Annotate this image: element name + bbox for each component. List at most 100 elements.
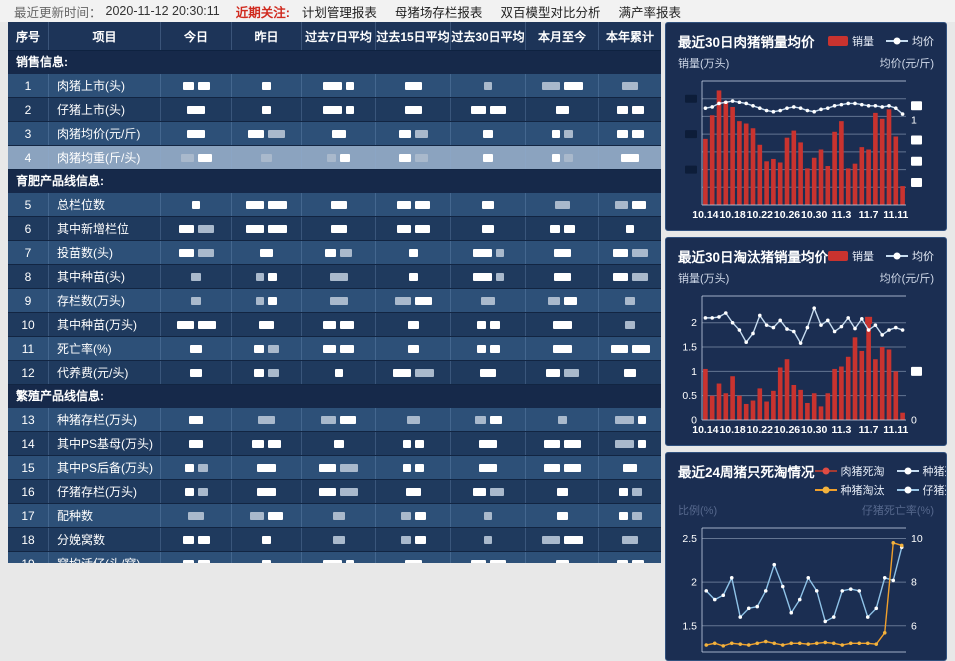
redacted-value bbox=[197, 81, 210, 90]
line-legend-icon bbox=[886, 252, 909, 260]
data-cell bbox=[450, 217, 525, 240]
data-cell bbox=[525, 98, 598, 121]
table-row[interactable]: 11 死亡率(%) bbox=[8, 337, 661, 361]
table-row[interactable]: 6 其中新增栏位 bbox=[8, 217, 661, 241]
redacted-value bbox=[563, 296, 577, 305]
redacted-value bbox=[563, 535, 583, 544]
redacted-value bbox=[330, 200, 347, 209]
data-cell bbox=[525, 265, 598, 288]
data-cell bbox=[375, 217, 450, 240]
data-cell bbox=[160, 241, 231, 264]
data-cell bbox=[375, 528, 450, 551]
data-cell bbox=[450, 98, 525, 121]
dot-icon bbox=[893, 37, 901, 45]
redacted-value bbox=[479, 439, 497, 448]
data-cell bbox=[375, 74, 450, 97]
table-row[interactable]: 3 肉猪均价(元/斤) bbox=[8, 122, 661, 146]
table-row[interactable]: 14 其中PS基母(万头) bbox=[8, 432, 661, 456]
redacted-value bbox=[414, 463, 424, 472]
table-row[interactable]: 8 其中种苗(头) bbox=[8, 265, 661, 289]
svg-text:6: 6 bbox=[911, 620, 917, 632]
report-link-3[interactable]: 双百模型对比分析 bbox=[500, 5, 601, 20]
redacted-value bbox=[554, 200, 570, 209]
table-row[interactable]: 12 代养费(元/头) bbox=[8, 361, 661, 385]
report-link-1[interactable]: 计划管理报表 bbox=[301, 5, 377, 20]
row-number: 2 bbox=[24, 102, 32, 117]
table-row[interactable]: 16 仔猪存栏(万头) bbox=[8, 480, 661, 504]
chart-title: 最近30日肉猪销量均价 bbox=[678, 35, 815, 50]
data-cell bbox=[598, 217, 661, 240]
row-label: 窝均活仔(头/窝) bbox=[48, 552, 160, 563]
redacted-value bbox=[334, 368, 343, 377]
legend-item-种猪淘汰[interactable]: 种猪淘汰 bbox=[814, 482, 885, 498]
pig-sales-price-chart[interactable]: 1 10.14 10.18 10.22 10.26 10.30 11.3 11.7 11.11 bbox=[678, 73, 934, 223]
data-cell bbox=[598, 408, 661, 431]
redacted-value bbox=[483, 129, 493, 138]
redacted-value bbox=[268, 511, 283, 520]
redacted-value bbox=[402, 463, 411, 472]
redacted-value bbox=[246, 224, 264, 233]
svg-text:0: 0 bbox=[911, 415, 917, 427]
legend-item-均价[interactable]: 均价 bbox=[886, 33, 934, 49]
row-label: 投苗数(头) bbox=[48, 241, 160, 264]
line-legend-icon bbox=[896, 467, 919, 475]
legend-item-肉猪死淘[interactable]: 肉猪死淘 bbox=[814, 463, 885, 479]
data-cell bbox=[160, 122, 231, 145]
redacted-value bbox=[563, 439, 581, 448]
table-row[interactable]: 5 总栏位数 bbox=[8, 193, 661, 217]
table-row[interactable]: 7 投苗数(头) bbox=[8, 241, 661, 265]
redacted-value bbox=[476, 320, 486, 329]
table-row[interactable]: 10 其中种苗(万头) bbox=[8, 313, 661, 337]
redacted-value bbox=[268, 368, 279, 377]
legend-item-种猪死亡[interactable]: 种猪死亡 bbox=[896, 463, 946, 479]
redacted-value bbox=[340, 248, 352, 257]
dot-icon bbox=[822, 486, 830, 494]
data-cell bbox=[231, 480, 301, 503]
redacted-value bbox=[414, 439, 424, 448]
table-row[interactable]: 1 肉猪上市(头) bbox=[8, 74, 661, 98]
svg-text:10.14: 10.14 bbox=[692, 209, 718, 221]
report-link-4[interactable]: 满产率报表 bbox=[618, 5, 681, 20]
table-row[interactable]: 19窝均活仔(头/窝) bbox=[8, 552, 661, 563]
svg-text:10.30: 10.30 bbox=[801, 424, 827, 436]
redacted-value bbox=[323, 320, 336, 329]
data-cell bbox=[598, 337, 661, 360]
legend-item-销量[interactable]: 销量 bbox=[828, 248, 874, 264]
legend-item-仔猪死亡[interactable]: 仔猪死亡 bbox=[896, 482, 946, 498]
data-cell bbox=[301, 528, 375, 551]
death-cull-trend-chart[interactable]: 1.5 2 2.5 6 8 10 bbox=[678, 520, 934, 661]
data-cell bbox=[301, 217, 375, 240]
table-row[interactable]: 9 存栏数(万头) bbox=[8, 289, 661, 313]
data-cell bbox=[598, 74, 661, 97]
legend-item-均价[interactable]: 均价 bbox=[886, 248, 934, 264]
redacted-value bbox=[553, 272, 571, 281]
redacted-value bbox=[549, 224, 560, 233]
redacted-value bbox=[323, 344, 336, 353]
redacted-value bbox=[483, 153, 493, 162]
svg-text:2: 2 bbox=[691, 317, 697, 329]
redacted-value bbox=[178, 224, 194, 233]
main-area: 序号 项目 今日 昨日 过去7日平均 过去15日平均 过去30日平均 本月至今 本年累计 销售信… bbox=[8, 22, 947, 661]
redacted-value bbox=[408, 272, 418, 281]
redacted-value bbox=[472, 272, 492, 281]
data-cell bbox=[525, 146, 598, 169]
redacted-value bbox=[404, 105, 422, 114]
row-label: 分娩窝数 bbox=[48, 528, 160, 551]
table-row[interactable]: 18 分娩窝数 bbox=[8, 528, 661, 552]
table-row[interactable]: 17 配种数 bbox=[8, 504, 661, 528]
table-row[interactable]: 4 肉猪均重(斤/头) bbox=[8, 146, 661, 170]
row-number: 4 bbox=[24, 150, 32, 165]
redacted-value bbox=[190, 368, 202, 377]
svg-text:2: 2 bbox=[691, 577, 697, 589]
table-row[interactable]: 13 种猪存栏(万头) bbox=[8, 408, 661, 432]
report-links: 计划管理报表 母猪场存栏报表 双百模型对比分析 满产率报表 bbox=[302, 2, 699, 21]
table-row[interactable]: 15 其中PS后备(万头) bbox=[8, 456, 661, 480]
data-cell bbox=[160, 504, 231, 527]
data-cell bbox=[598, 193, 661, 216]
report-link-2[interactable]: 母猪场存栏报表 bbox=[394, 5, 483, 20]
redacted-value bbox=[563, 224, 575, 233]
legend-item-销量[interactable]: 销量 bbox=[828, 33, 874, 49]
table-row[interactable]: 2 仔猪上市(头) bbox=[8, 98, 661, 122]
line-legend-icon bbox=[896, 486, 919, 494]
